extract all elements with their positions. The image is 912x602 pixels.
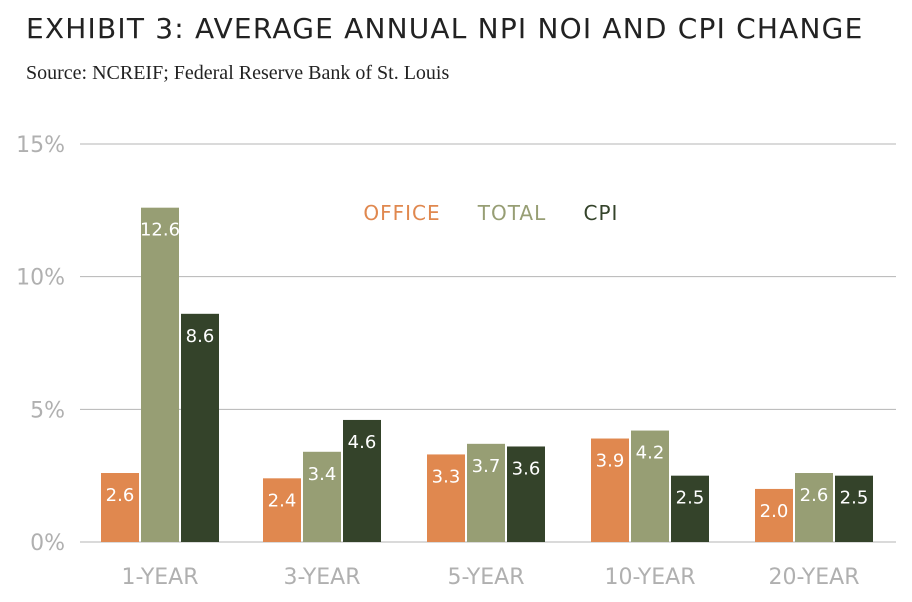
bar-office [755, 488, 793, 542]
bar-cpi [507, 446, 545, 542]
bar-cpi [671, 475, 709, 542]
bar-office [427, 454, 465, 542]
bar-cpi [181, 313, 219, 542]
y-tick-label: 5% [30, 398, 65, 423]
legend-item-cpi: CPI [584, 201, 619, 225]
bar-cpi [343, 419, 381, 542]
bar-cpi [835, 475, 873, 542]
bar-total [795, 473, 833, 542]
data-label: 2.4 [268, 490, 297, 511]
x-tick-label: 10-YEAR [605, 565, 696, 590]
chart-subtitle: Source: NCREIF; Federal Reserve Bank of … [26, 62, 450, 84]
x-tick-label: 1-YEAR [122, 565, 199, 590]
data-label: 3.3 [432, 466, 461, 487]
bar-total [631, 430, 669, 542]
data-label: 2.6 [106, 485, 135, 506]
data-label: 2.6 [800, 485, 829, 506]
y-tick-label: 15% [16, 133, 65, 158]
bar-total [141, 207, 179, 542]
x-tick-label: 20-YEAR [769, 565, 860, 590]
bars: 2.6 12.6 8.6 2.4 3.4 4.6 3.3 3.7 3.6 3.9 4.2 2.5 2.0… [101, 207, 873, 542]
legend-item-office: OFFICE [363, 201, 440, 225]
y-axis-ticks: 0% 5% 10% 15% [16, 133, 65, 556]
data-label: 2.5 [840, 488, 869, 509]
x-tick-label: 3-YEAR [284, 565, 361, 590]
data-label: 3.9 [596, 451, 625, 472]
data-label: 2.0 [760, 501, 789, 522]
bar-office [591, 438, 629, 542]
chart-title: EXHIBIT 3: AVERAGE ANNUAL NPI NOI AND CP… [26, 12, 864, 45]
data-label: 3.6 [512, 458, 541, 479]
data-label: 4.6 [348, 432, 377, 453]
data-label: 2.5 [676, 488, 705, 509]
data-label: 4.2 [636, 443, 665, 464]
x-axis-ticks: 1-YEAR 3-YEAR 5-YEAR 10-YEAR 20-YEAR [122, 565, 860, 590]
data-label: 3.4 [308, 464, 337, 485]
bar-office [101, 473, 139, 542]
data-label: 12.6 [140, 220, 180, 241]
data-label: 3.7 [472, 456, 501, 477]
bar-office [263, 478, 301, 542]
legend-item-total: TOTAL [477, 201, 546, 225]
y-tick-label: 0% [30, 531, 65, 556]
data-label: 8.6 [186, 326, 215, 347]
bar-total [303, 451, 341, 542]
bar-total [467, 443, 505, 542]
y-tick-label: 10% [16, 266, 65, 291]
legend: OFFICE TOTAL CPI [363, 201, 619, 225]
x-tick-label: 5-YEAR [448, 565, 525, 590]
